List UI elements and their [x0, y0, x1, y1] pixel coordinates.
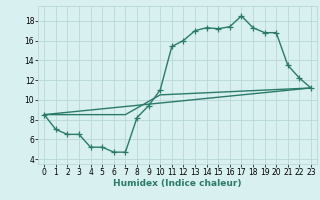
X-axis label: Humidex (Indice chaleur): Humidex (Indice chaleur) [113, 179, 242, 188]
